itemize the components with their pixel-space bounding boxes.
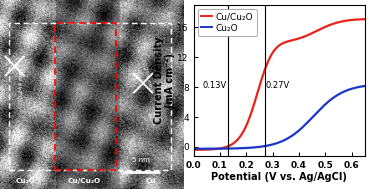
Legend: Cu/Cu₂O, Cu₂O: Cu/Cu₂O, Cu₂O	[198, 9, 256, 36]
Y-axis label: Current Density
(mA cm⁻²): Current Density (mA cm⁻²)	[153, 37, 175, 124]
Bar	[55, 23, 115, 170]
Text: 0.13V: 0.13V	[203, 81, 227, 90]
Text: 0.27V: 0.27V	[265, 81, 290, 90]
Text: Cu/Cu₂O: Cu/Cu₂O	[68, 178, 101, 184]
Text: Cu: Cu	[145, 178, 156, 184]
Text: 5 nm: 5 nm	[132, 156, 150, 163]
X-axis label: Potential (V vs. Ag/AgCl): Potential (V vs. Ag/AgCl)	[211, 172, 347, 182]
Text: (0.209 nm): (0.209 nm)	[140, 59, 153, 92]
Text: (0.244 nm): (0.244 nm)	[18, 69, 24, 101]
Text: Cu₂O: Cu₂O	[16, 178, 36, 184]
Bar	[9, 23, 171, 170]
